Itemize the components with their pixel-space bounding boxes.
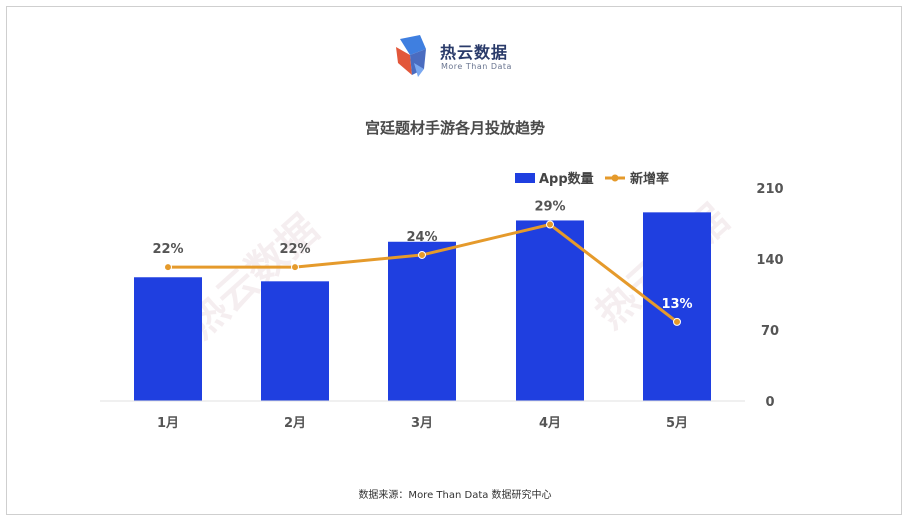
data-source-note: 数据来源：More Than Data 数据研究中心 [358, 490, 552, 501]
chart-title: 宫廷题材手游各月投放趋势 [364, 119, 545, 137]
bar-5 [643, 212, 711, 401]
data-label: 22% [152, 242, 183, 257]
bar-2 [261, 281, 329, 401]
brand-tagline: More Than Data [441, 62, 512, 71]
x-tick-label: 1月 [157, 416, 179, 431]
data-label: 29% [534, 200, 565, 215]
legend-swatch-app-count [515, 173, 535, 183]
data-label: 22% [279, 242, 310, 257]
line-point-2 [291, 263, 299, 272]
brand-name: 热云数据 [440, 43, 509, 62]
line-point-1 [164, 263, 172, 272]
line-point-4 [546, 220, 554, 229]
x-tick-label: 3月 [411, 416, 433, 431]
y-tick-label: 210 [756, 182, 783, 197]
y-tick-label: 140 [756, 253, 783, 268]
cube-logo-icon [396, 35, 426, 77]
line-point-3 [418, 250, 426, 259]
y-tick-label: 0 [765, 395, 774, 410]
bar-4 [516, 220, 584, 401]
line-point-5 [673, 317, 681, 326]
x-tick-label: 5月 [666, 416, 688, 431]
bar-3 [388, 241, 456, 401]
y-tick-label: 70 [761, 324, 779, 339]
data-label: 24% [406, 230, 437, 245]
bar-1 [134, 277, 202, 401]
legend-label-app-count: App数量 [539, 171, 594, 187]
legend-marker-newrate [611, 174, 619, 182]
data-label: 13% [661, 297, 692, 312]
x-tick-label: 2月 [284, 416, 306, 431]
x-tick-label: 4月 [539, 416, 561, 431]
legend-label-newrate: 新增率 [630, 171, 669, 187]
